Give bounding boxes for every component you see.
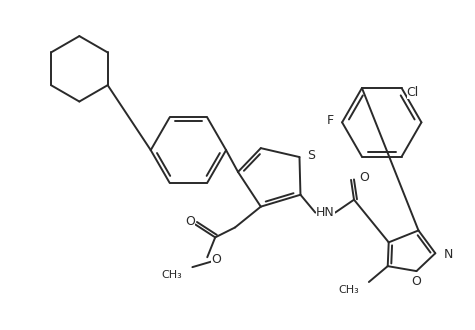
Text: F: F bbox=[327, 114, 334, 127]
Text: Cl: Cl bbox=[407, 86, 419, 99]
Text: O: O bbox=[211, 253, 221, 266]
Text: HN: HN bbox=[316, 206, 334, 219]
Text: CH₃: CH₃ bbox=[162, 270, 182, 280]
Text: N: N bbox=[443, 248, 453, 261]
Text: O: O bbox=[359, 171, 369, 184]
Text: S: S bbox=[307, 148, 315, 162]
Text: O: O bbox=[411, 275, 421, 287]
Text: CH₃: CH₃ bbox=[338, 285, 359, 295]
Text: O: O bbox=[185, 215, 195, 228]
